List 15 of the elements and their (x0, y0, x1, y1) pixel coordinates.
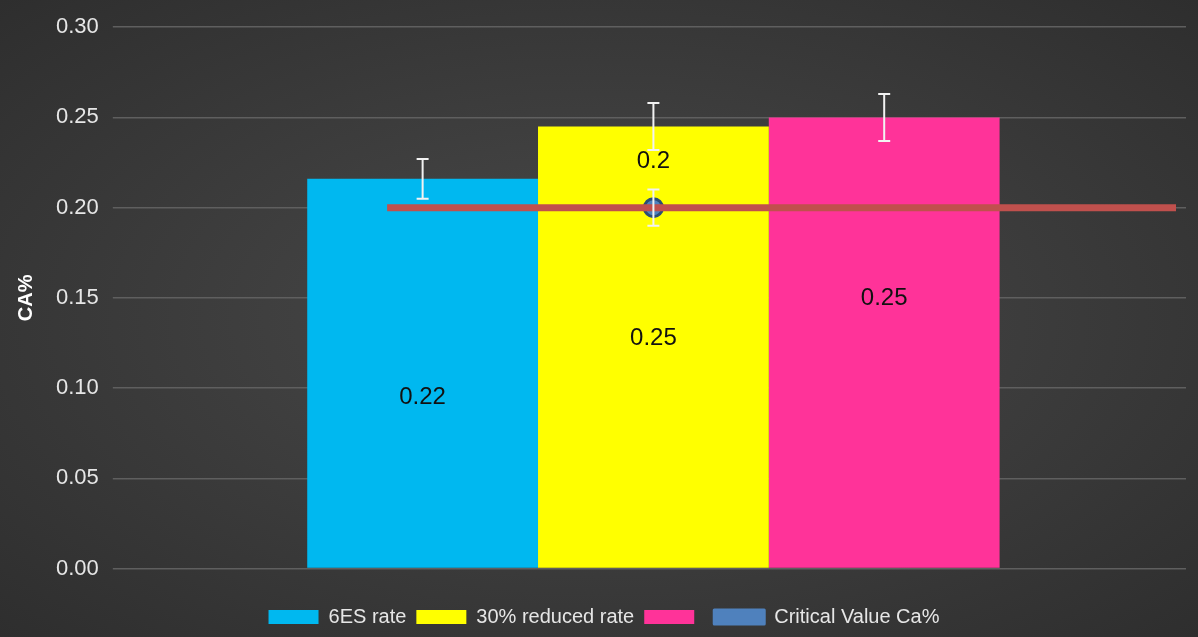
y-tick-label: 0.15 (55, 283, 99, 309)
legend-label: 30% reduced rate (476, 604, 635, 627)
y-tick-label: 0.10 (55, 374, 99, 400)
legend-label: Critical Value Ca% (774, 604, 940, 627)
y-tick-label: 0.20 (55, 193, 99, 219)
data-label: 0.25 (860, 282, 908, 310)
y-tick-label: 0.00 (55, 554, 99, 580)
y-tick-label: 0.25 (55, 103, 99, 129)
y-tick-label: 0.05 (55, 464, 99, 490)
data-label: 0.2 (636, 146, 671, 174)
data-label: 0.25 (630, 322, 677, 350)
data-label: 0.22 (399, 381, 446, 409)
y-tick-label: 0.30 (55, 13, 99, 39)
legend-label: 6ES rate (328, 604, 407, 627)
y-axis-title: CA% (13, 274, 36, 322)
